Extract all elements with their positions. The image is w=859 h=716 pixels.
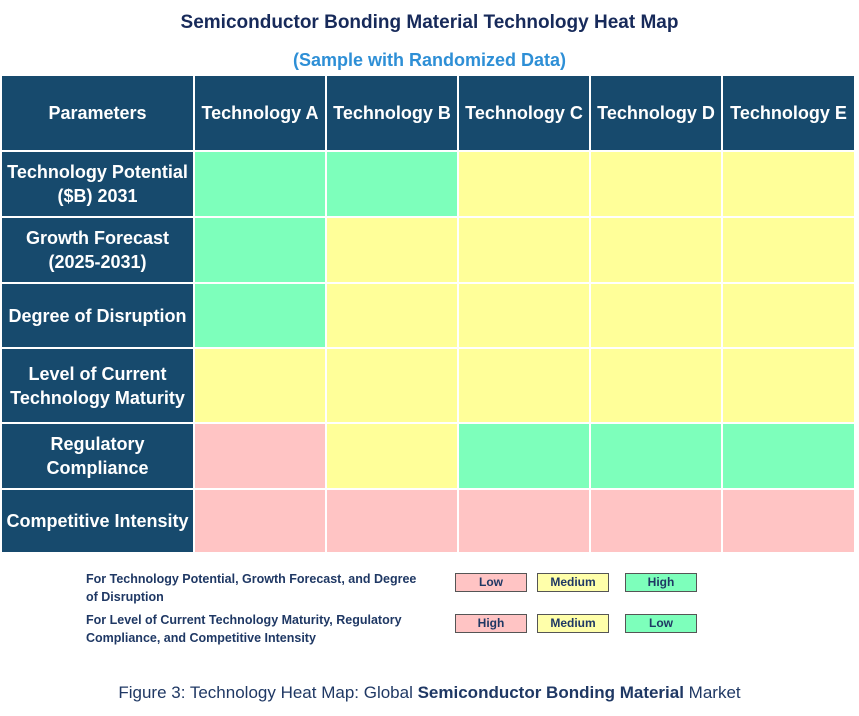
heat-cell	[195, 152, 327, 218]
row-header: Degree of Disruption	[2, 284, 195, 349]
heat-cell	[723, 152, 856, 218]
caption-part: Figure 3: Technology Heat Map: Global	[118, 683, 418, 702]
legend-swatch: Low	[625, 614, 697, 633]
title: Semiconductor Bonding Material Technolog…	[180, 12, 679, 33]
heat-cell	[591, 152, 723, 218]
legend-text: For Technology Potential, Growth Forecas…	[86, 572, 417, 604]
column-header: Technology D	[591, 76, 723, 152]
row-header: Growth Forecast (2025-2031)	[2, 218, 195, 284]
legend-swatch: High	[455, 614, 527, 633]
heat-cell	[591, 490, 723, 554]
heat-cell	[195, 490, 327, 554]
subtitle: (Sample with Randomized Data)	[292, 50, 567, 70]
legend-swatch: Medium	[537, 614, 609, 633]
legend-swatch: Medium	[537, 573, 609, 592]
legend-text: For Level of Current Technology Maturity…	[86, 613, 402, 645]
heat-cell	[723, 218, 856, 284]
column-header: Technology B	[327, 76, 459, 152]
heat-cell	[591, 218, 723, 284]
legend-swatch: Low	[455, 573, 527, 592]
heat-cell	[327, 218, 459, 284]
legend-swatch: High	[625, 573, 697, 592]
row-header: Competitive Intensity	[2, 490, 195, 554]
heat-cell	[459, 152, 591, 218]
heat-cell	[459, 284, 591, 349]
heat-cell	[327, 424, 459, 490]
heat-cell	[459, 218, 591, 284]
heat-cell	[195, 424, 327, 490]
heat-cell	[327, 152, 459, 218]
caption-part: Semiconductor Bonding Material	[417, 683, 684, 702]
heat-cell	[195, 218, 327, 284]
row-header: Regulatory Compliance	[2, 424, 195, 490]
caption-part: Market	[683, 683, 741, 702]
heat-cell	[327, 490, 459, 554]
heat-cell	[459, 490, 591, 554]
heat-cell	[591, 284, 723, 349]
heat-cell	[195, 284, 327, 349]
heat-cell	[195, 349, 327, 424]
heat-cell	[459, 349, 591, 424]
heat-cell	[723, 284, 856, 349]
column-header: Parameters	[2, 76, 195, 152]
caption: Figure 3: Technology Heat Map: Global Se…	[0, 683, 859, 703]
heat-cell	[723, 490, 856, 554]
row-header: Technology Potential ($B) 2031	[2, 152, 195, 218]
heat-cell	[723, 424, 856, 490]
heat-cell	[591, 349, 723, 424]
column-header: Technology A	[195, 76, 327, 152]
heat-cell	[327, 349, 459, 424]
heat-cell	[327, 284, 459, 349]
column-header: Technology E	[723, 76, 856, 152]
heat-cell	[723, 349, 856, 424]
column-header: Technology C	[459, 76, 591, 152]
heat-cell	[459, 424, 591, 490]
heat-cell	[591, 424, 723, 490]
row-header: Level of Current Technology Maturity	[2, 349, 195, 424]
